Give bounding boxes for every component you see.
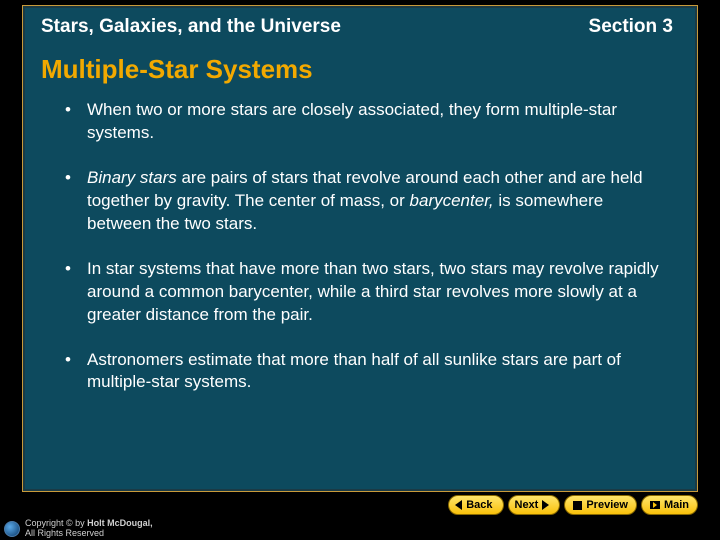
chapter-title: Stars, Galaxies, and the Universe <box>41 16 341 38</box>
publisher-logo-icon <box>4 521 20 537</box>
bullet-list: When two or more stars are closely assoc… <box>23 99 697 394</box>
button-label: Preview <box>586 499 628 511</box>
preview-icon <box>573 501 582 510</box>
nav-bar: Back Next Preview Main <box>448 495 698 515</box>
rights-text: All Rights Reserved <box>25 528 104 538</box>
next-button[interactable]: Next <box>508 495 561 515</box>
bullet-item: In star systems that have more than two … <box>69 258 669 327</box>
bullet-item: Astronomers estimate that more than half… <box>69 349 669 395</box>
copyright-text: Copyright © by Holt McDougal, All Rights… <box>25 519 153 538</box>
bullet-text: When two or more stars are closely assoc… <box>87 100 617 142</box>
button-label: Next <box>515 499 539 511</box>
bullet-item: Binary stars are pairs of stars that rev… <box>69 167 669 236</box>
button-label: Main <box>664 499 689 511</box>
bullet-term: barycenter, <box>410 191 494 210</box>
copyright-footer: Copyright © by Holt McDougal, All Rights… <box>4 519 153 538</box>
main-icon <box>650 501 660 509</box>
chevron-right-icon <box>542 500 549 510</box>
slide-panel: Stars, Galaxies, and the Universe Sectio… <box>22 5 698 492</box>
button-label: Back <box>466 499 492 511</box>
bullet-term: Binary stars <box>87 168 177 187</box>
bullet-text: Astronomers estimate that more than half… <box>87 350 621 392</box>
preview-button[interactable]: Preview <box>564 495 637 515</box>
bullet-item: When two or more stars are closely assoc… <box>69 99 669 145</box>
main-button[interactable]: Main <box>641 495 698 515</box>
header-row: Stars, Galaxies, and the Universe Sectio… <box>23 6 697 38</box>
bullet-text: In star systems that have more than two … <box>87 259 659 324</box>
back-button[interactable]: Back <box>448 495 503 515</box>
slide-title: Multiple-Star Systems <box>23 38 697 99</box>
section-label: Section 3 <box>589 16 679 38</box>
chevron-left-icon <box>455 500 462 510</box>
